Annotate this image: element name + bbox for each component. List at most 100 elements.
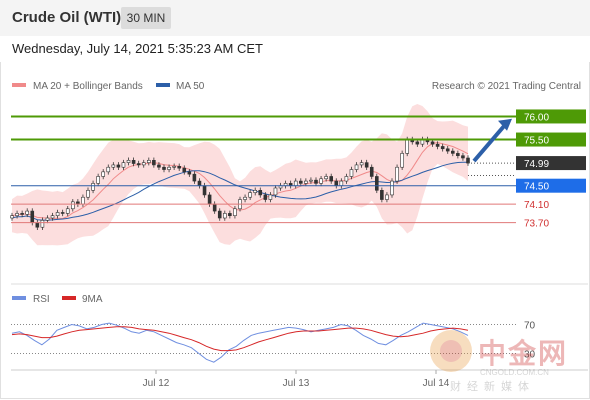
candle: [445, 146, 450, 154]
candle-body: [116, 164, 121, 168]
candle: [344, 173, 349, 184]
level-tag-76.00: [516, 109, 586, 124]
date-line: Wednesday, July 14, 2021 5:35:23 AM CET: [12, 41, 263, 56]
x-tick-label: Jul 13: [283, 378, 310, 389]
candle: [349, 166, 354, 180]
candle-body: [309, 179, 313, 182]
watermark-icon: [430, 330, 472, 372]
candle: [141, 159, 146, 168]
rsi-legend-swatch: [12, 296, 26, 300]
candle-body: [121, 162, 126, 168]
candle: [106, 164, 111, 175]
candle: [111, 162, 116, 170]
watermark-subtitle: 财经新媒体: [450, 381, 535, 393]
candle-body: [258, 190, 263, 196]
candle-body: [430, 141, 435, 145]
candle-body: [450, 150, 455, 154]
candle: [91, 180, 95, 194]
candle-body: [233, 208, 237, 216]
candle: [121, 159, 126, 170]
candle-body: [65, 208, 70, 214]
candle-body: [71, 201, 75, 210]
candle-body: [374, 176, 379, 191]
candle-body: [96, 176, 100, 184]
candle-body: [359, 162, 364, 166]
candle: [136, 160, 141, 168]
candle-body: [390, 180, 394, 196]
candle-body: [81, 196, 85, 205]
candle: [152, 157, 156, 168]
candle: [440, 143, 445, 152]
candle-body: [60, 212, 65, 214]
candle: [172, 163, 176, 170]
candle-body: [385, 194, 389, 200]
candle: [314, 177, 318, 187]
candle-body: [55, 212, 60, 216]
candle: [217, 208, 222, 221]
candle-body: [101, 171, 105, 177]
candle-body: [400, 153, 404, 168]
candle-body: [126, 160, 131, 163]
candle-body: [253, 190, 257, 193]
timeframe-badge[interactable]: 30 MIN: [121, 7, 171, 29]
candle-body: [106, 166, 111, 173]
candle: [65, 206, 70, 217]
level-label-76.00: 76.00: [524, 112, 549, 123]
candle-body: [273, 187, 278, 196]
level-tag-74.50: [516, 178, 586, 193]
candle-body: [177, 166, 181, 169]
watermark-url: CNGOLD.COM.CN: [480, 368, 549, 377]
candle: [268, 192, 273, 203]
rsi-ma-legend-label: 9MA: [82, 294, 103, 305]
rsi-tick-30: 30: [524, 350, 536, 361]
level-label-74.99: 74.99: [524, 159, 549, 170]
candle: [60, 209, 65, 217]
candle: [329, 173, 334, 184]
candle-body: [339, 180, 344, 186]
candle-body: [35, 222, 40, 228]
candle-body: [293, 180, 298, 186]
candle-body: [223, 213, 227, 219]
candle-body: [152, 160, 156, 166]
candle-body: [141, 162, 146, 166]
candle: [20, 210, 24, 218]
candle: [15, 210, 19, 219]
x-tick-label: Jul 12: [143, 378, 170, 389]
rsi-layer: 70 30: [11, 321, 536, 363]
candle-body: [369, 166, 374, 177]
candle: [116, 162, 121, 170]
level-label-75.50: 75.50: [524, 136, 549, 147]
candle: [167, 164, 171, 173]
candle: [324, 173, 328, 182]
candle-body: [207, 194, 212, 205]
candle-body: [192, 173, 197, 182]
candle: [390, 178, 394, 198]
candle-body: [324, 176, 328, 180]
candle: [243, 194, 247, 203]
rsi-ma-line: [11, 326, 469, 352]
candle: [126, 157, 131, 166]
level-label-74.10: 74.10: [524, 200, 549, 211]
candle: [228, 210, 232, 219]
candle-body: [461, 155, 465, 159]
candle: [86, 187, 90, 200]
candle: [182, 165, 187, 175]
level-label-73.70: 73.70: [524, 219, 549, 230]
candle-body: [445, 148, 450, 152]
candle-body: [187, 171, 192, 175]
candle-body: [248, 192, 252, 198]
candle: [435, 141, 440, 150]
candle: [263, 192, 268, 203]
candle-body: [466, 157, 470, 164]
candle: [304, 178, 308, 187]
candle: [233, 206, 237, 219]
bands-legend-swatch: [12, 83, 26, 87]
forecast-arrow-head: [498, 118, 512, 131]
candle: [369, 164, 374, 180]
candle: [385, 192, 389, 203]
rsi-legend-label: RSI: [33, 294, 50, 305]
candle-body: [243, 196, 247, 200]
ma50-legend-swatch: [156, 83, 170, 87]
candle-body: [405, 139, 410, 154]
